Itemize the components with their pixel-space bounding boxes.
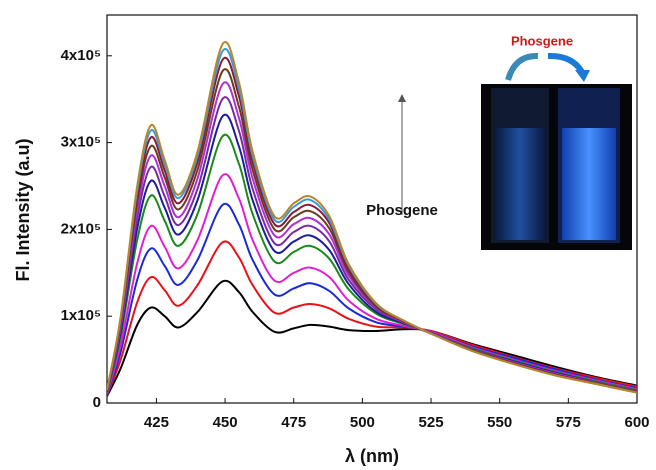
x-tick-label: 475 — [281, 414, 306, 431]
y-tick-label: 0 — [93, 394, 101, 411]
inset: Phosgene — [481, 33, 632, 250]
spectrum-line — [107, 279, 637, 397]
y-tick-label: 1x10⁵ — [61, 307, 101, 324]
cuvette-solution — [562, 128, 616, 240]
inset-arrow — [575, 70, 590, 82]
cuvette-solution — [495, 128, 545, 240]
x-tick-label: 425 — [144, 414, 169, 431]
inset-arrow — [547, 52, 585, 74]
x-tick-label: 500 — [350, 414, 375, 431]
inset-arrow — [505, 52, 539, 81]
x-tick-label: 525 — [419, 414, 444, 431]
plot-area: 425 450 475 500 525 550 575 600 0 1x10⁵ 2x10⁵ 3x10⁵… — [61, 14, 650, 431]
x-tick-label: 450 — [213, 414, 238, 431]
y-tick-label: 2x10⁵ — [61, 220, 101, 237]
inset-label: Phosgene — [511, 33, 573, 48]
y-tick-label: 4x10⁵ — [61, 47, 101, 64]
x-axis-title: λ (nm) — [345, 446, 399, 466]
annotation: Phosgene — [366, 202, 438, 219]
x-tick-label: 550 — [487, 414, 512, 431]
x-tick-label: 575 — [556, 414, 581, 431]
plot-frame — [106, 14, 638, 404]
spectrum-line — [107, 240, 637, 396]
spectrum-line — [107, 202, 637, 395]
x-tick-label: 600 — [624, 414, 649, 431]
y-tick-label: 3x10⁵ — [61, 134, 101, 151]
y-axis-title: Fl. Intensity (a.u) — [13, 138, 33, 281]
spectrum-line — [107, 41, 637, 394]
